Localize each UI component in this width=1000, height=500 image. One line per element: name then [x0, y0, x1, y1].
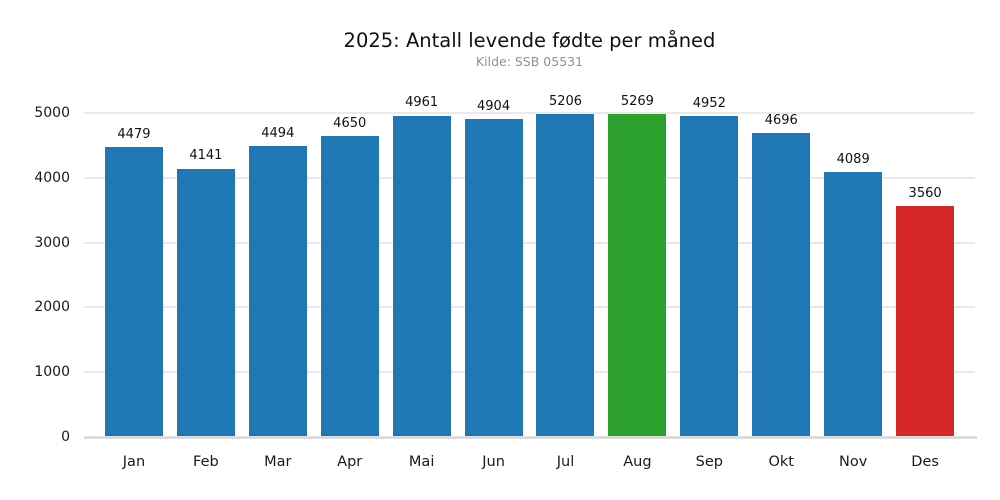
- y-tick-label-0: 0: [61, 429, 70, 445]
- bar-feb: [176, 168, 235, 437]
- y-tick-label-5000: 5000: [34, 105, 70, 122]
- x-tick-label-apr: Apr: [337, 454, 363, 470]
- bar-des: [896, 206, 955, 437]
- bar-value-label-jul: 5206: [548, 94, 583, 109]
- x-tick-label-feb: Feb: [193, 454, 219, 470]
- x-tick-label-sep: Sep: [695, 454, 723, 470]
- bar-slot-jul: 5206: [530, 94, 602, 437]
- gridline-4000: [84, 176, 975, 179]
- bar-value-label-feb: 4141: [189, 148, 223, 164]
- bar-value-label-jan: 4479: [117, 126, 151, 142]
- y-tick-label-1000: 1000: [34, 364, 70, 381]
- y-tick-label-2000: 2000: [34, 299, 70, 316]
- bar-value-label-mai: 4961: [405, 95, 439, 111]
- bar-slot-sep: 4952: [673, 95, 745, 437]
- bar-value-label-apr: 4650: [333, 115, 367, 131]
- bar-slot-nov: 4089: [817, 95, 889, 437]
- bar-slot-mar: 4494: [242, 95, 314, 437]
- bar-slot-jan: 4479: [98, 95, 170, 437]
- chart-subtitle: Kilde: SSB 05531: [475, 54, 584, 69]
- bar-value-label-sep: 4952: [692, 95, 726, 111]
- bar-slot-jun: 4904: [458, 95, 530, 437]
- gridline-3000: [84, 241, 975, 244]
- bar-okt: [752, 132, 811, 437]
- bar-value-label-aug: 5269: [620, 94, 654, 109]
- x-tick-label-nov: Nov: [839, 454, 868, 470]
- x-tick-label-jun: Jun: [482, 454, 505, 470]
- bar-mai: [392, 115, 451, 437]
- y-tick-label-4000: 4000: [34, 169, 70, 186]
- x-tick-label-aug: Aug: [623, 454, 652, 470]
- bar-sep: [680, 116, 739, 437]
- bar-nov: [824, 172, 883, 437]
- bar-slot-apr: 4650: [314, 95, 386, 437]
- bar-aug: [608, 114, 667, 437]
- y-axis: 0 1000 2000 3000 4000 5000: [0, 0, 70, 500]
- bar-mar: [248, 145, 307, 437]
- bar-slot-aug: 5269: [601, 94, 673, 437]
- bar-value-label-mar: 4494: [261, 125, 295, 141]
- bar-value-label-des: 3560: [908, 186, 942, 202]
- bar-jul: [536, 114, 595, 437]
- bar-jun: [464, 119, 523, 437]
- x-tick-label-des: Des: [911, 454, 939, 470]
- plot-area: 4479 4141 4494 4650 4961 4904 5206 5269 4952 4696…: [84, 94, 975, 437]
- bar-slot-okt: 4696: [745, 95, 817, 437]
- bar-slot-des: 3560: [889, 95, 961, 437]
- x-axis-line: [84, 436, 977, 439]
- bar-apr: [320, 135, 379, 437]
- y-tick-label-3000: 3000: [34, 234, 70, 251]
- bar-value-label-jun: 4904: [477, 99, 511, 115]
- chart-title: 2025: Antall levende fødte per måned: [343, 29, 716, 52]
- gridline-2000: [84, 306, 975, 309]
- bar-value-label-okt: 4696: [764, 112, 798, 128]
- bars-row: 4479 4141 4494 4650 4961 4904 5206 5269 4952 4696…: [84, 94, 975, 437]
- x-tick-label-mai: Mai: [408, 454, 435, 470]
- bar-slot-feb: 4141: [170, 95, 242, 437]
- x-tick-label-okt: Okt: [768, 454, 795, 470]
- x-tick-label-jan: Jan: [122, 454, 146, 470]
- bar-jan: [104, 146, 163, 437]
- gridline-1000: [84, 371, 975, 374]
- x-tick-label-mar: Mar: [264, 454, 292, 470]
- bar-slot-mai: 4961: [386, 95, 458, 437]
- x-axis: Jan Feb Mar Apr Mai Jun Jul Aug Sep Okt Nov Des: [84, 452, 975, 474]
- bar-value-label-nov: 4089: [836, 151, 870, 167]
- x-tick-label-jul: Jul: [556, 454, 575, 470]
- gridline-5000: [84, 112, 975, 115]
